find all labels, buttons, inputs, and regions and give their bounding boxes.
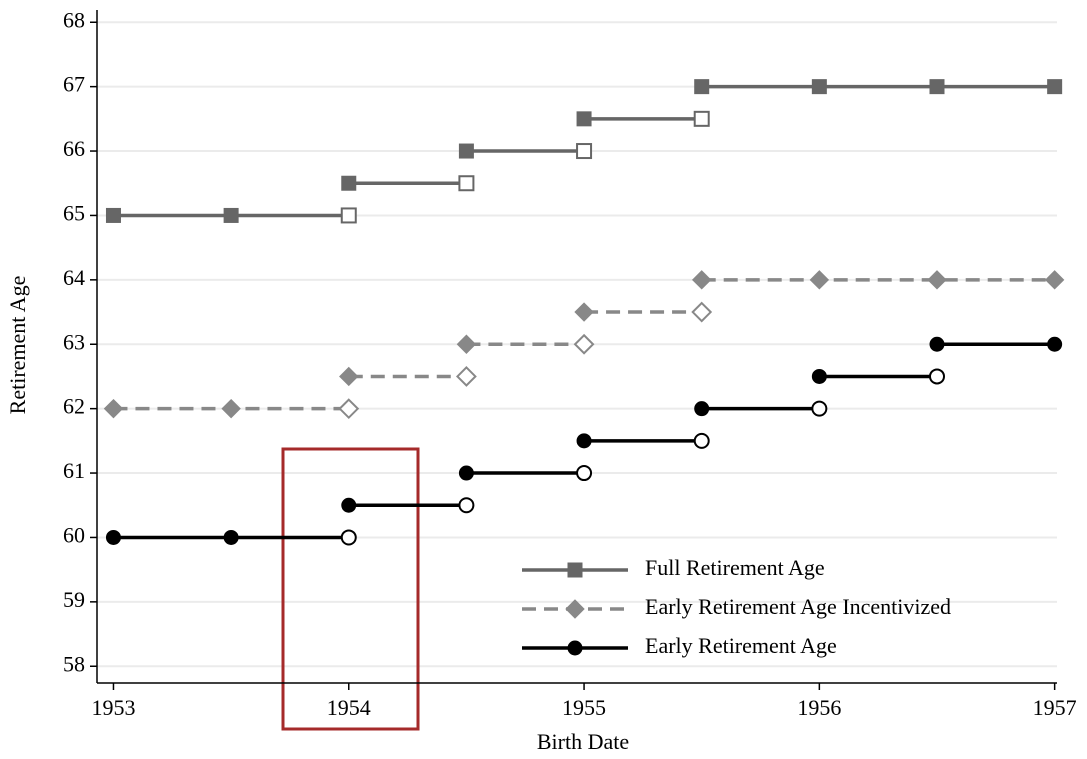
data-point: [1047, 336, 1063, 352]
legend-marker: [567, 640, 583, 656]
data-point: [455, 366, 477, 387]
data-point: [340, 529, 357, 546]
legend-label: Early Retirement Age: [645, 633, 837, 658]
data-point: [1047, 79, 1063, 95]
legend-marker: [567, 562, 583, 578]
data-point: [691, 301, 713, 323]
data-point: [573, 333, 595, 355]
data-point: [576, 143, 593, 160]
y-tick-label: 62: [63, 394, 85, 419]
data-point: [929, 79, 945, 95]
data-point: [576, 465, 593, 482]
y-tick-label: 59: [63, 587, 85, 612]
y-tick-label: 65: [63, 200, 85, 225]
data-point: [693, 432, 710, 449]
data-point: [574, 302, 594, 322]
data-point: [338, 398, 360, 420]
y-tick-label: 58: [63, 651, 85, 676]
data-point: [694, 401, 710, 417]
data-point: [458, 143, 474, 159]
y-axis-label: Retirement Age: [5, 276, 30, 415]
data-point: [927, 270, 947, 290]
y-tick-label: 61: [63, 458, 85, 483]
data-point: [458, 497, 475, 514]
x-axis-label: Birth Date: [537, 729, 629, 754]
data-point: [576, 433, 592, 449]
data-point: [691, 270, 712, 290]
legend-marker: [565, 599, 585, 619]
data-point: [105, 207, 121, 223]
y-tick-label: 64: [63, 265, 85, 290]
data-point: [809, 270, 830, 290]
data-point: [458, 175, 475, 192]
data-point: [811, 368, 827, 384]
data-point: [103, 398, 124, 419]
y-tick-label: 60: [63, 522, 85, 547]
data-point: [694, 79, 710, 95]
data-point: [456, 334, 477, 354]
data-point: [341, 175, 357, 191]
y-tick-label: 68: [63, 7, 85, 32]
y-tick-label: 66: [63, 136, 85, 161]
legend-label: Early Retirement Age Incentivized: [645, 594, 951, 619]
y-tick-label: 67: [63, 72, 85, 97]
data-point: [1044, 270, 1065, 290]
y-tick-label: 63: [63, 329, 85, 354]
data-point: [221, 398, 241, 419]
data-point: [339, 366, 359, 387]
x-tick-label: 1953: [91, 695, 135, 720]
x-tick-label: 1954: [327, 695, 371, 720]
data-point: [929, 336, 945, 352]
data-point: [693, 110, 710, 127]
x-tick-label: 1956: [797, 695, 841, 720]
data-point: [811, 79, 827, 95]
x-tick-label: 1955: [562, 695, 606, 720]
highlight-box: [281, 447, 420, 731]
data-point: [223, 529, 239, 545]
data-point: [223, 207, 239, 223]
data-point: [576, 111, 592, 127]
data-point: [458, 465, 474, 481]
data-point: [811, 400, 828, 417]
data-point: [340, 207, 357, 224]
legend-label: Full Retirement Age: [645, 555, 825, 580]
data-point: [105, 529, 121, 545]
data-point: [341, 497, 357, 513]
data-point: [929, 368, 945, 385]
x-tick-label: 1957: [1033, 695, 1077, 720]
